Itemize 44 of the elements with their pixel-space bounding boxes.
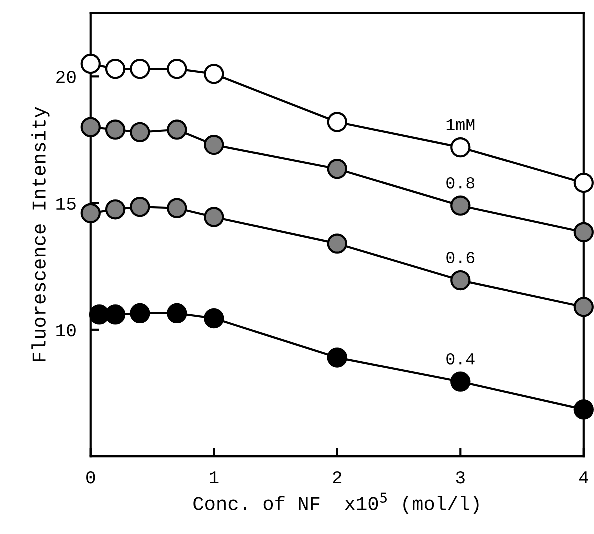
point (167, 58, 188, 80)
point (327, 159, 348, 180)
y-tick-label: 15 (56, 198, 76, 210)
point (105, 120, 126, 140)
point (450, 372, 471, 392)
point (574, 400, 594, 420)
y-tick-label: 10 (56, 324, 76, 337)
point (130, 58, 150, 80)
point (105, 200, 126, 220)
point (80, 117, 101, 138)
series-label: 1mM (446, 119, 475, 130)
point (327, 348, 348, 368)
x-tick-label: 1 (210, 472, 219, 484)
point (574, 222, 594, 242)
x-tick-label: 3 (456, 471, 465, 484)
point (450, 196, 471, 216)
point (130, 122, 150, 142)
point (574, 172, 594, 194)
point (204, 308, 224, 329)
x-tick-label: 4 (579, 472, 588, 484)
y-axis-title: Fluorescence Intensity (32, 107, 50, 362)
point (327, 234, 348, 254)
series-label: 0.8 (446, 177, 475, 189)
point (167, 120, 188, 140)
point (204, 207, 224, 228)
point (450, 138, 471, 158)
point (204, 134, 224, 156)
point (204, 64, 224, 84)
point (80, 203, 101, 224)
x-tick-label: 0 (86, 471, 96, 484)
point (167, 198, 188, 218)
series-label: 0.4 (446, 353, 475, 365)
point (574, 297, 594, 318)
text: Conc. of NF x10$^{5}$ (mol/l) (194, 492, 479, 514)
point (80, 54, 101, 74)
y-tick-label: 20 (56, 71, 76, 84)
point (167, 303, 188, 324)
series-label: 0.6 (446, 252, 475, 264)
point (450, 270, 471, 291)
point (327, 112, 348, 132)
x-tick-label: 2 (333, 471, 342, 484)
point (130, 303, 150, 324)
point (130, 197, 150, 218)
point (105, 58, 126, 80)
